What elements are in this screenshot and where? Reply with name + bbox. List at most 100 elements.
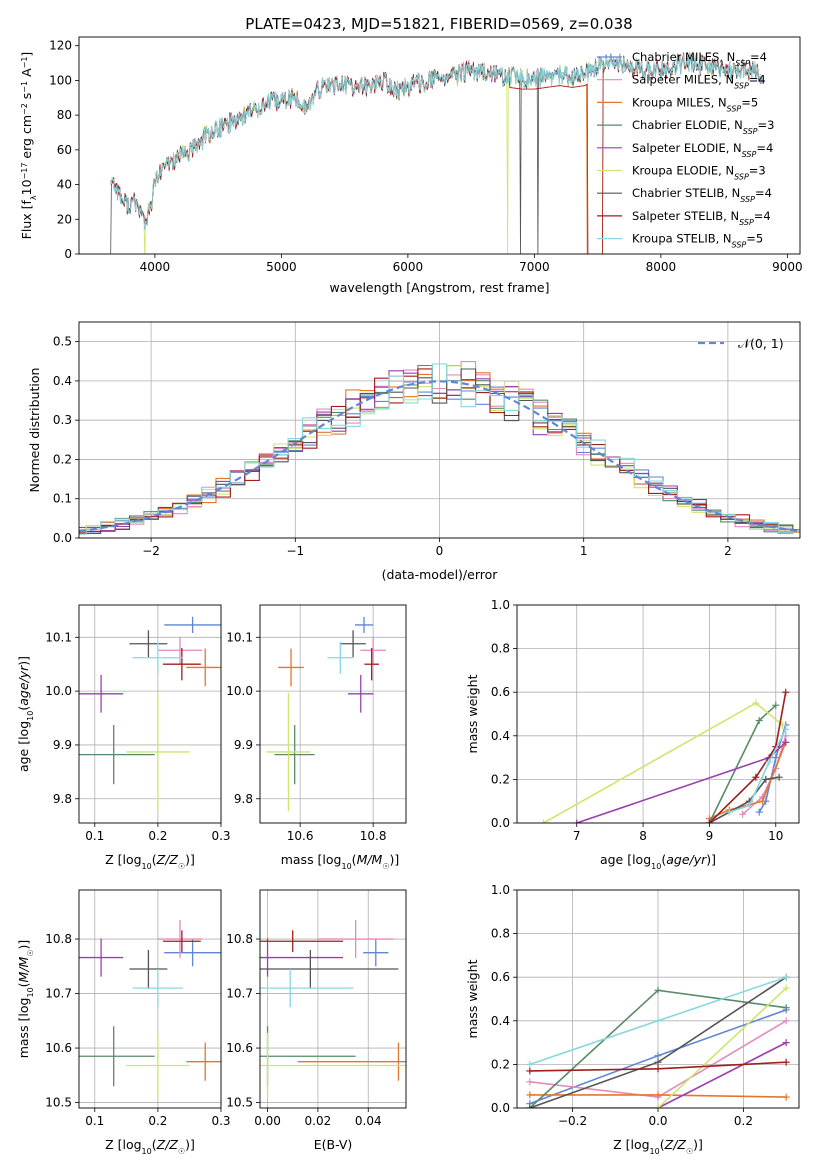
y-tick-label: 10.6 xyxy=(45,1041,72,1055)
point-salpeter-elodie xyxy=(260,938,344,977)
point-salpeter-stelib xyxy=(162,930,201,953)
y-tick-label: 0.4 xyxy=(491,1014,510,1028)
weights-salpeter-elodie xyxy=(573,738,790,823)
x-tick-label: 8000 xyxy=(646,260,677,274)
y-tick-label: 60 xyxy=(57,143,72,157)
legend-label: Kroupa STELIB, NSSP=5 xyxy=(632,232,763,250)
y-tick-label: 0.8 xyxy=(491,927,510,941)
point-salpeter-elodie xyxy=(79,674,124,713)
mass_vs_EBV-axes: 0.00 0.02 0.04 10.5 10.6 10.7 10.8 xyxy=(226,890,406,1128)
x-tick-label: −2 xyxy=(142,544,160,558)
x-tick-label: 9000 xyxy=(772,260,803,274)
y-tick-label: 10.7 xyxy=(45,987,72,1001)
spectrum-x-label: wavelength [Angstrom, rest frame] xyxy=(329,280,549,295)
x-tick-label: 10 xyxy=(768,829,783,843)
y-tick-label: 100 xyxy=(49,73,72,87)
mass_vs_EBV-frame xyxy=(259,889,407,1109)
massweight_vs_Z-frame xyxy=(516,889,800,1109)
x-tick-label: 0.04 xyxy=(355,1114,382,1128)
point-kroupa-stelib xyxy=(132,641,184,674)
residuals-frame xyxy=(78,321,801,539)
massweight-vs-z-x-label: Z [log10(Z/Z☉)] xyxy=(613,1137,703,1156)
weights-kroupa-stelib xyxy=(526,973,790,1068)
y-tick-label: 10.0 xyxy=(226,684,253,698)
point-chabrier-elodie xyxy=(79,725,155,785)
y-tick-label: 9.8 xyxy=(53,792,72,806)
point-kroupa-elodie xyxy=(126,692,190,812)
weights-kroupa-miles xyxy=(526,1091,790,1101)
weight-line xyxy=(529,987,787,1108)
y-tick-label: 10.8 xyxy=(226,932,253,946)
age-vs-z-y-label: age [log10(age/yr)] xyxy=(16,656,35,772)
y-tick-label: 0.5 xyxy=(53,335,72,349)
y-tick-label: 10.5 xyxy=(45,1096,72,1110)
massweight_vs_age-y-label: mass weight xyxy=(465,674,480,753)
point-chabrier-miles xyxy=(164,616,221,633)
point-salpeter-stelib xyxy=(162,648,201,681)
histogram-salpeter-stelib xyxy=(79,368,800,534)
legend-label: Chabrier ELODIE, NSSP=3 xyxy=(632,118,774,136)
point-salpeter-miles xyxy=(317,919,394,959)
x-tick-label: 0.1 xyxy=(85,829,104,843)
x-tick-label: 0.00 xyxy=(254,1114,281,1128)
legend-label: Chabrier MILES, NSSP=4 xyxy=(632,50,767,68)
x-tick-label: 0.1 xyxy=(85,1114,104,1128)
x-tick-label: 0.2 xyxy=(148,1114,167,1128)
spectrum-axes: 4000 5000 6000 7000 8000 9000 0 20 40 60 80 100 120 xyxy=(49,39,803,274)
y-tick-label: 10.5 xyxy=(226,1096,253,1110)
massweight_vs_age-frame xyxy=(516,604,800,824)
age_vs_Z-frame xyxy=(78,604,222,824)
y-tick-label: 9.9 xyxy=(53,738,72,752)
x-tick-label: 9 xyxy=(706,829,714,843)
massweight-vs-age-x-label: age [log10(age/yr)] xyxy=(600,852,716,871)
y-tick-label: 0.2 xyxy=(53,452,72,466)
point-salpeter-elodie xyxy=(79,938,124,977)
x-tick-label: 0.2 xyxy=(734,1114,753,1128)
x-tick-label: 0.0 xyxy=(648,1114,667,1128)
x-tick-label: 7000 xyxy=(519,260,550,274)
x-tick-label: −0.2 xyxy=(558,1114,587,1128)
x-tick-label: 0.02 xyxy=(305,1114,332,1128)
y-tick-label: 9.9 xyxy=(234,738,253,752)
y-tick-label: 0.0 xyxy=(53,531,72,545)
x-tick-label: 0.3 xyxy=(211,1114,230,1128)
y-tick-label: 40 xyxy=(57,178,72,192)
y-tick-label: 0.0 xyxy=(491,816,510,830)
point-chabrier-miles xyxy=(363,939,389,967)
massweight_vs_Z-axes: −0.2 0.0 0.2 0.0 0.2 0.4 0.6 0.8 1.0 xyxy=(491,883,799,1128)
residuals-axes: −2 −1 0 1 2 0.0 0.1 0.2 0.3 0.4 0.5 xyxy=(53,322,800,558)
age_vs_Z-axes: 0.1 0.2 0.3 9.8 9.9 10.0 10.1 xyxy=(45,605,231,843)
y-tick-label: 0.4 xyxy=(53,374,72,388)
y-tick-label: 1.0 xyxy=(491,883,510,897)
point-kroupa-miles xyxy=(186,648,221,687)
x-tick-label: 10.8 xyxy=(360,829,387,843)
y-tick-label: 120 xyxy=(49,39,72,53)
weights-chabrier-elodie xyxy=(705,701,780,823)
mass-vs-z-x-label: Z [log10(Z/Z☉)] xyxy=(105,1137,195,1156)
legend-label: Salpeter STELIB, NSSP=4 xyxy=(632,209,771,227)
x-tick-label: 6000 xyxy=(393,260,424,274)
residuals-y-label: Normed distribution xyxy=(27,368,42,493)
point-kroupa-elodie xyxy=(260,1032,406,1099)
figure-title: PLATE=0423, MJD=51821, FIBERID=0569, z=0… xyxy=(245,15,632,33)
mass-vs-ebv-x-label: E(B-V) xyxy=(314,1137,353,1152)
point-kroupa-miles xyxy=(278,648,304,687)
y-tick-label: 0 xyxy=(64,247,72,261)
point-kroupa-miles xyxy=(186,1042,221,1081)
spectrum-y-label: Flux [fλ10−17 erg cm−2 s−1 A−1] xyxy=(19,52,38,240)
weight-line xyxy=(576,741,787,823)
point-chabrier-miles xyxy=(164,939,221,967)
y-tick-label: 20 xyxy=(57,212,72,226)
y-tick-label: 0.2 xyxy=(491,1057,510,1071)
y-tick-label: 10.1 xyxy=(45,630,72,644)
x-tick-label: 8 xyxy=(639,829,647,843)
weights-kroupa-elodie xyxy=(540,699,786,823)
point-chabrier-elodie xyxy=(79,1026,155,1087)
weights-kroupa-stelib xyxy=(725,725,790,816)
point-salpeter-miles xyxy=(360,636,386,664)
histogram-salpeter-miles xyxy=(79,361,800,534)
y-tick-label: 0.4 xyxy=(491,729,510,743)
point-chabrier-elodie xyxy=(274,725,315,785)
y-tick-label: 10.1 xyxy=(226,630,253,644)
